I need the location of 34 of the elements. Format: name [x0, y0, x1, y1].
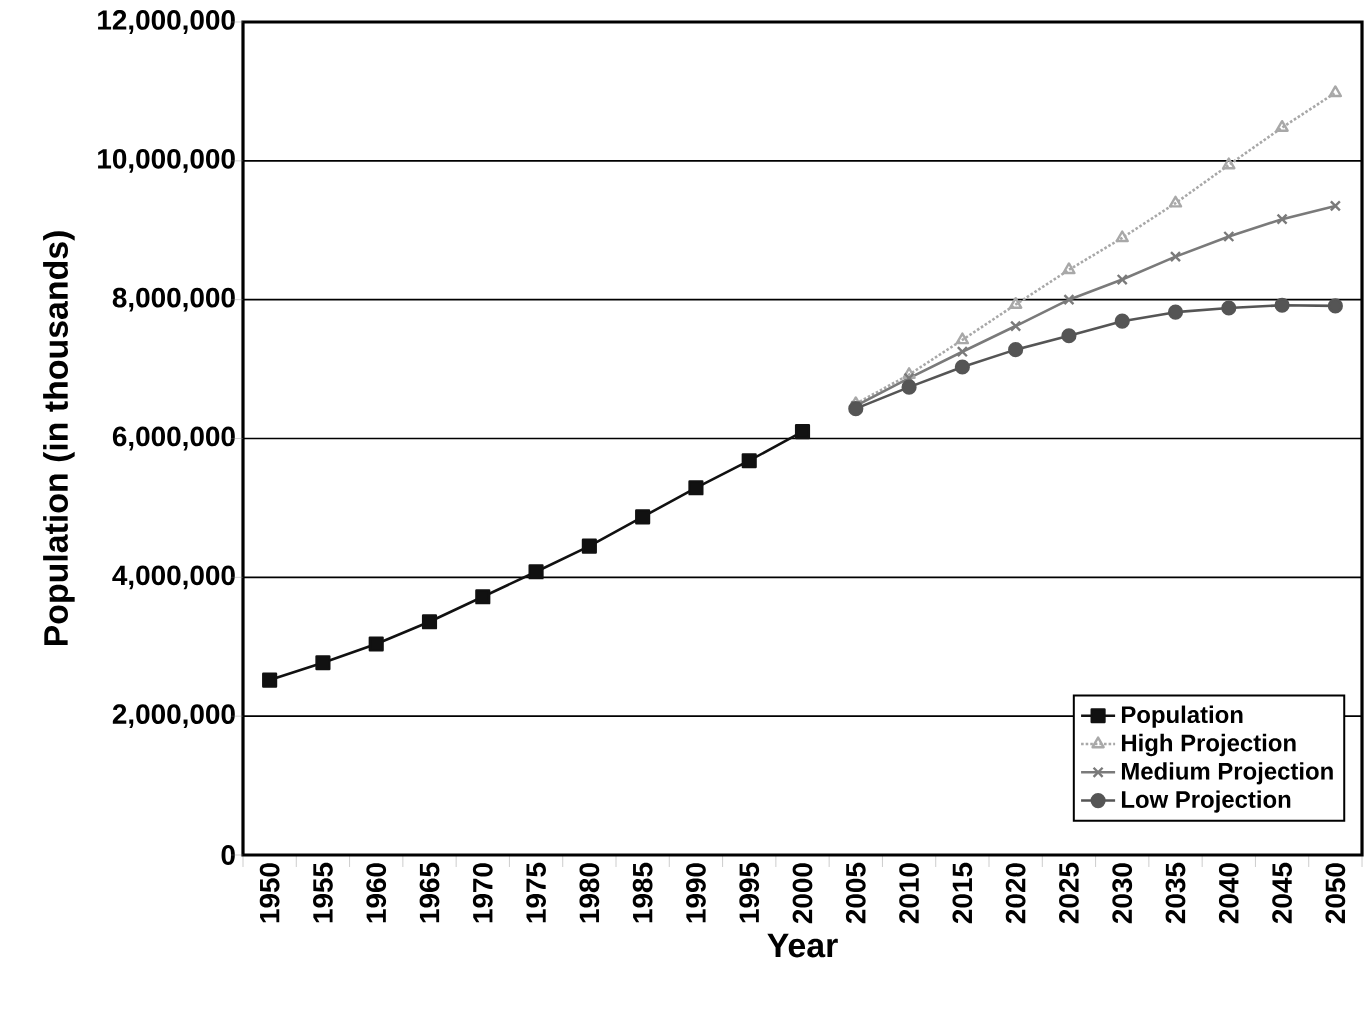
y-tick-label: 6,000,000 — [112, 426, 235, 451]
x-tick-label: 2035 — [1165, 862, 1186, 924]
x-tick-label: 2015 — [952, 862, 973, 924]
x-tick-label: 2025 — [1059, 862, 1079, 924]
x-tick-label: 2005 — [845, 862, 866, 924]
legend-label: Medium Projection — [1121, 762, 1333, 785]
y-tick-label: 10,000,000 — [98, 148, 235, 173]
y-tick-label: 0 — [221, 845, 235, 865]
x-tick-label: 1960 — [366, 863, 387, 923]
legend-label: High Projection — [1121, 733, 1296, 757]
x-tick-label: 2020 — [1005, 863, 1026, 924]
y-tick-label: 2,000,000 — [112, 704, 235, 729]
x-tick-label: 2000 — [792, 863, 813, 924]
x-tick-label: 1965 — [419, 862, 440, 923]
x-tick-label: 2045 — [1272, 862, 1292, 924]
x-tick-label: 1970 — [472, 863, 493, 923]
x-tick-label: 1980 — [579, 863, 600, 923]
y-tick-label: 12,000,000 — [98, 10, 235, 34]
x-tick-label: 1975 — [526, 862, 546, 923]
x-tick-label: 1995 — [739, 862, 760, 923]
x-tick-label: 2050 — [1325, 863, 1346, 924]
y-axis-title: Population (in thousands) — [43, 231, 75, 646]
y-tick-label: 4,000,000 — [112, 565, 235, 590]
legend-label: Low Projection — [1121, 790, 1291, 813]
legend-label: Population — [1121, 705, 1243, 728]
x-tick-label: 1985 — [632, 862, 653, 923]
y-tick-label: 8,000,000 — [112, 287, 235, 312]
x-tick-label: 1955 — [313, 862, 333, 923]
x-axis-title: Year — [767, 933, 838, 958]
x-tick-label: 2010 — [899, 863, 919, 924]
x-tick-label: 1990 — [686, 863, 706, 923]
x-tick-label: 1950 — [259, 863, 280, 923]
x-tick-label: 2040 — [1218, 863, 1239, 924]
x-tick-label: 2030 — [1112, 863, 1133, 924]
